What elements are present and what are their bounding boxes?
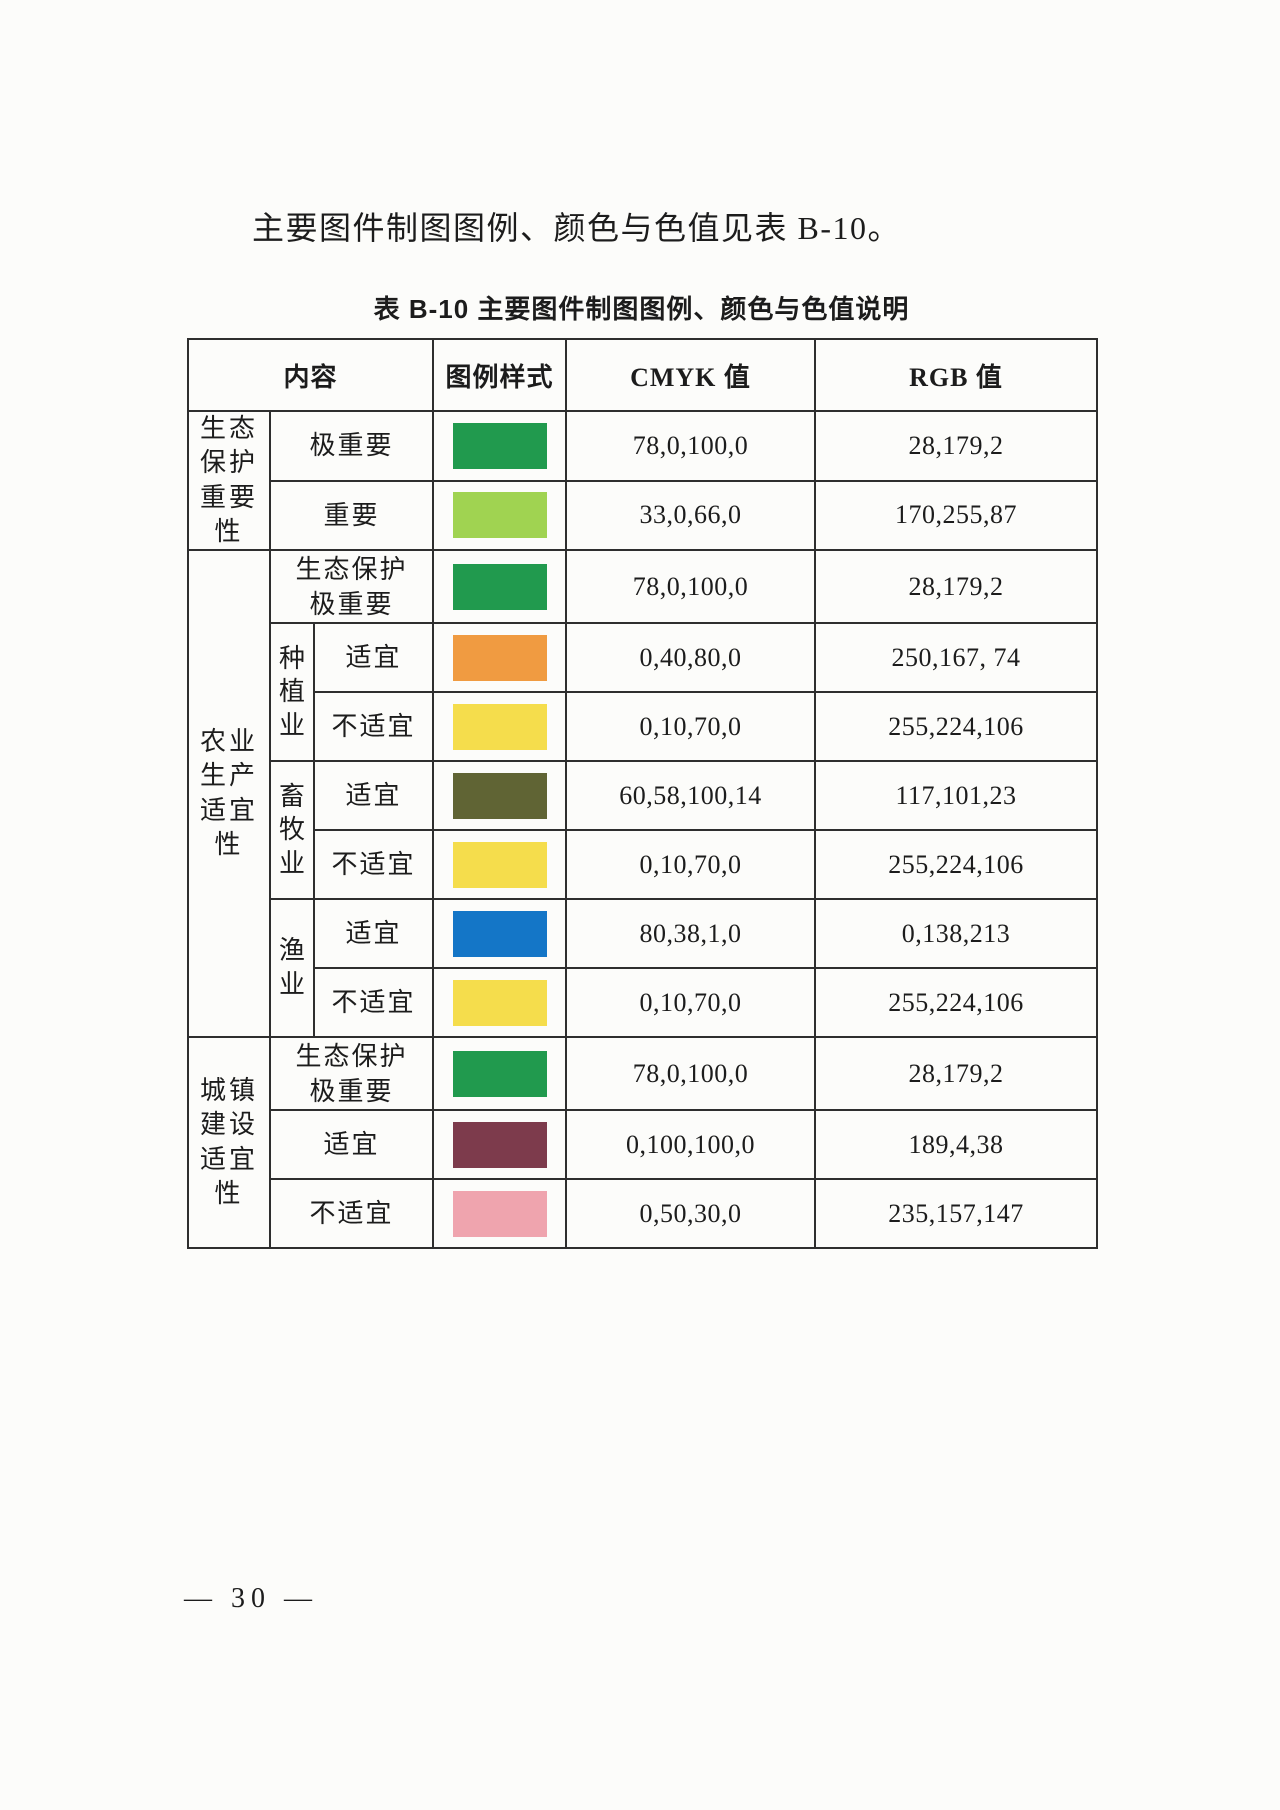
- legend-swatch-cell: [432, 410, 567, 482]
- row-label: 不适宜: [313, 691, 434, 763]
- legend-swatch: [452, 492, 547, 539]
- cmyk-value: 0,10,70,0: [565, 967, 816, 1039]
- page-number: — 30 —: [184, 1583, 318, 1614]
- row-label: 重要: [269, 479, 434, 552]
- legend-swatch: [452, 634, 547, 681]
- table-row-livestock-suitable: 畜 牧 业 适宜 60,58,100,14 117,101,23: [188, 760, 1098, 901]
- legend-table: 内容 图例样式 CMYK 值 RGB 值 生态 保护 重要 性 极重要 78,0…: [187, 338, 1098, 1250]
- rgb-value: 255,224,106: [814, 967, 1098, 1039]
- header-legend-style: 图例样式: [432, 338, 567, 412]
- table-row-fishery-unsuitable: 不适宜 0,10,70,0 255,224,106: [188, 967, 1098, 1039]
- cmyk-value: 0,50,30,0: [565, 1178, 816, 1250]
- legend-swatch: [452, 841, 547, 888]
- legend-swatch: [452, 703, 547, 750]
- cmyk-value: 0,40,80,0: [565, 622, 816, 694]
- legend-swatch-cell: [432, 479, 567, 552]
- legend-swatch-cell: [432, 691, 567, 763]
- table-row-planting-unsuitable: 不适宜 0,10,70,0 255,224,106: [188, 691, 1098, 763]
- table-row-urban-eco-extremely-important: 城镇 建设 适宜 性 生态保护 极重要 78,0,100,0 28,179,2: [187, 1036, 1098, 1250]
- table-row-urban-unsuitable: 不适宜 0,50,30,0 235,157,147: [188, 1178, 1098, 1250]
- row-label: 生态保护 极重要: [269, 1036, 434, 1112]
- rgb-value: 0,138,213: [814, 898, 1098, 970]
- legend-swatch: [452, 563, 547, 610]
- header-rgb: RGB 值: [814, 338, 1098, 412]
- rgb-value: 235,157,147: [814, 1178, 1098, 1250]
- legend-swatch-cell: [432, 829, 567, 901]
- cmyk-value: 78,0,100,0: [565, 1036, 816, 1112]
- table-row-fishery-suitable: 渔 业 适宜 80,38,1,0 0,138,213: [188, 898, 1098, 1039]
- rgb-value: 117,101,23: [814, 760, 1098, 832]
- table-row-agri-eco-extremely-important: 农业 生产 适宜 性 生态保护 极重要 78,0,100,0 28,179,2: [187, 549, 1098, 1039]
- table-row-planting-suitable: 种 植 业 适宜 0,40,80,0 250,167, 74: [188, 622, 1098, 763]
- row-label: 不适宜: [269, 1178, 434, 1250]
- legend-swatch-cell: [432, 760, 567, 832]
- cmyk-value: 80,38,1,0: [565, 898, 816, 970]
- group-label-agricultural-suitability: 农业 生产 适宜 性: [187, 549, 271, 1039]
- table-row-eco-extremely-important: 生态 保护 重要 性 极重要 78,0,100,0 28,179,2: [187, 409, 1098, 552]
- subgroup-label-planting: 种 植 业: [269, 622, 315, 763]
- legend-swatch-cell: [432, 898, 567, 970]
- table-caption: 表 B-10 主要图件制图图例、颜色与色值说明: [373, 294, 910, 324]
- row-label: 不适宜: [313, 967, 434, 1039]
- group-label-urban-construction-suitability: 城镇 建设 适宜 性: [187, 1036, 271, 1250]
- legend-swatch-cell: [432, 549, 567, 625]
- group-label-eco-protection-importance: 生态 保护 重要 性: [187, 409, 271, 552]
- legend-swatch-cell: [432, 1036, 567, 1112]
- table-header-row: 内容 图例样式 CMYK 值 RGB 值: [187, 338, 1098, 412]
- header-content: 内容: [187, 338, 434, 412]
- subgroup-label-fishery: 渔 业: [269, 898, 315, 1039]
- rgb-value: 28,179,2: [814, 549, 1098, 625]
- rgb-value: 255,224,106: [814, 829, 1098, 901]
- subgroup-label-livestock: 畜 牧 业: [269, 760, 315, 901]
- cmyk-value: 0,100,100,0: [565, 1109, 816, 1181]
- legend-swatch: [452, 1190, 547, 1237]
- cmyk-value: 0,10,70,0: [565, 691, 816, 763]
- legend-swatch-cell: [432, 1109, 567, 1181]
- legend-swatch: [452, 772, 547, 819]
- rgb-value: 170,255,87: [814, 479, 1098, 552]
- table-row-livestock-unsuitable: 不适宜 0,10,70,0 255,224,106: [188, 829, 1098, 901]
- row-label: 适宜: [313, 622, 434, 694]
- cmyk-value: 78,0,100,0: [565, 549, 816, 625]
- header-cmyk: CMYK 值: [565, 338, 816, 412]
- legend-swatch: [452, 910, 547, 957]
- row-label: 不适宜: [313, 829, 434, 901]
- cmyk-value: 33,0,66,0: [565, 479, 816, 552]
- legend-swatch-cell: [432, 967, 567, 1039]
- row-label: 生态保护 极重要: [269, 549, 434, 625]
- legend-swatch: [452, 979, 547, 1026]
- cmyk-value: 0,10,70,0: [565, 829, 816, 901]
- table-row-urban-suitable: 适宜 0,100,100,0 189,4,38: [188, 1109, 1098, 1181]
- legend-swatch-cell: [432, 622, 567, 694]
- legend-swatch: [452, 1121, 547, 1168]
- cmyk-value: 78,0,100,0: [565, 410, 816, 482]
- row-label: 极重要: [269, 410, 434, 482]
- rgb-value: 255,224,106: [814, 691, 1098, 763]
- legend-swatch: [452, 1050, 547, 1097]
- rgb-value: 250,167, 74: [814, 622, 1098, 694]
- row-label: 适宜: [313, 898, 434, 970]
- cmyk-value: 60,58,100,14: [565, 760, 816, 832]
- intro-paragraph: 主要图件制图图例、颜色与色值见表 B-10。: [252, 210, 902, 246]
- rgb-value: 28,179,2: [814, 410, 1098, 482]
- rgb-value: 28,179,2: [814, 1036, 1098, 1112]
- table-row-eco-important: 重要 33,0,66,0 170,255,87: [188, 479, 1098, 552]
- rgb-value: 189,4,38: [814, 1109, 1098, 1181]
- legend-swatch-cell: [432, 1178, 567, 1250]
- row-label: 适宜: [313, 760, 434, 832]
- row-label: 适宜: [269, 1109, 434, 1181]
- legend-swatch: [452, 422, 547, 469]
